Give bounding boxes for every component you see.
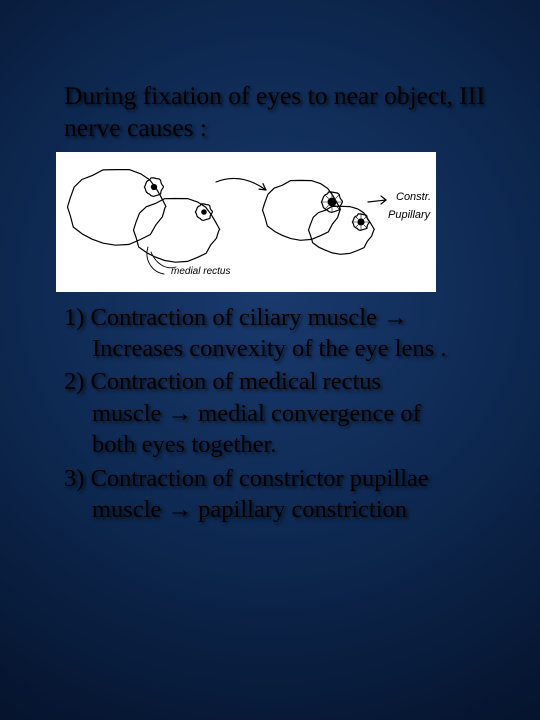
item-text: muscle → medial convergence of	[64, 398, 492, 429]
body-text: 1) Contraction of ciliary muscle → Incre…	[56, 302, 492, 526]
item-number: 1)	[64, 304, 84, 331]
item-text: muscle → papillary constriction	[64, 494, 492, 525]
item-text: Contraction of constrictor pupillae	[91, 465, 429, 492]
svg-text:Pupillary: Pupillary	[388, 209, 432, 221]
item-text: Contraction of medical rectus	[91, 368, 382, 395]
slide-container: During fixation of eyes to near object, …	[0, 0, 540, 720]
diagram-svg: medial rectus Constr. Pupillary	[56, 152, 436, 292]
item-number: 2)	[64, 368, 84, 395]
list-item: 2) Contraction of medical rectus muscle …	[64, 366, 492, 460]
item-text: Increases convexity of the eye lens .	[64, 333, 492, 364]
item-text: Contraction of ciliary muscle →	[91, 304, 408, 331]
svg-text:medial rectus: medial rectus	[171, 266, 230, 277]
list-item: 1) Contraction of ciliary muscle → Incre…	[64, 302, 492, 365]
list-item: 3) Contraction of constrictor pupillae m…	[64, 463, 492, 526]
item-number: 3)	[64, 465, 84, 492]
svg-text:Constr.: Constr.	[396, 191, 431, 203]
slide-title: During fixation of eyes to near object, …	[56, 80, 492, 144]
item-text: both eyes together.	[64, 429, 492, 460]
eye-diagram: medial rectus Constr. Pupillary	[56, 152, 436, 292]
